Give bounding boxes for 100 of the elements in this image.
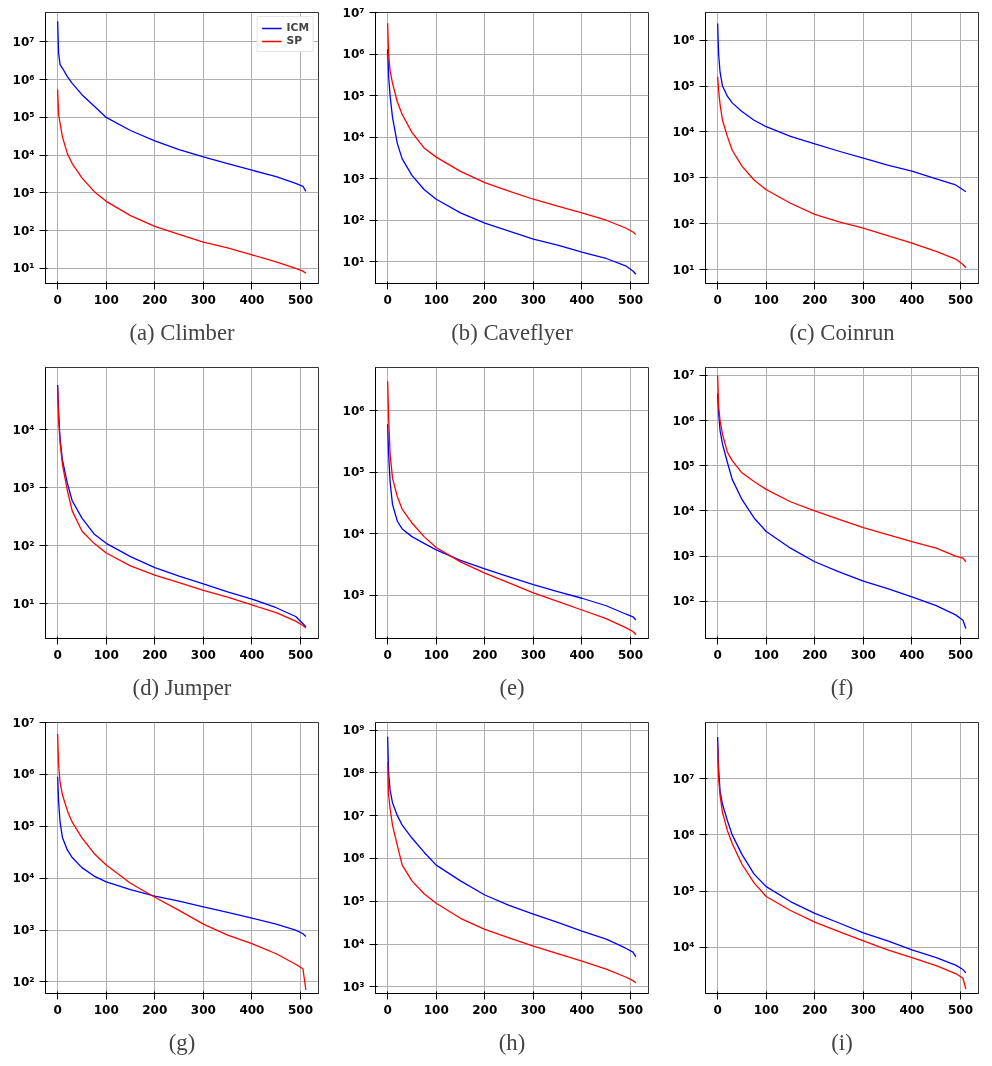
y-tick-label: 10¹ [672, 262, 695, 277]
y-tick-label: 10⁴ [672, 124, 695, 139]
x-tick-label: 0 [383, 647, 392, 662]
y-tick-label: 10⁷ [12, 715, 35, 730]
x-tick-label: 500 [288, 647, 314, 662]
text: (e) [499, 674, 525, 700]
y-tick-label: 10³ [672, 170, 695, 185]
y-tick-label: 10¹ [12, 261, 35, 276]
x-tick-label: 200 [142, 292, 168, 307]
x-tick-label: 0 [53, 1002, 62, 1017]
y-tick-label: 10⁷ [342, 5, 365, 20]
x-tick-label: 200 [802, 292, 828, 307]
y-tick-label: 10³ [12, 185, 35, 200]
y-tick-label: 10⁶ [12, 72, 35, 87]
x-tick-label: 300 [190, 647, 216, 662]
x-tick-label: 500 [618, 647, 644, 662]
y-tick-label: 10⁴ [342, 526, 365, 541]
y-tick-label: 10⁵ [672, 884, 695, 899]
x-tick-label: 400 [239, 292, 265, 307]
x-tick-label: 0 [713, 292, 722, 307]
text: (a) Climber [129, 319, 235, 345]
y-tick-label: 10⁴ [672, 503, 695, 518]
x-tick-label: 200 [472, 647, 498, 662]
x-tick-label: 500 [288, 1002, 314, 1017]
x-tick-label: 500 [948, 1002, 974, 1017]
x-tick-label: 100 [423, 647, 449, 662]
x-tick-label: 200 [472, 1002, 498, 1017]
x-tick-label: 400 [899, 292, 925, 307]
y-tick-label: 10⁶ [342, 851, 365, 866]
y-tick-label: 10³ [342, 171, 365, 186]
text: (g) [168, 1029, 196, 1055]
y-tick-label: 10⁴ [12, 871, 35, 886]
x-tick-label: 0 [713, 1002, 722, 1017]
x-tick-label: 0 [53, 647, 62, 662]
x-tick-label: 400 [569, 292, 595, 307]
x-tick-label: 400 [239, 1002, 265, 1017]
y-tick-label: 10⁵ [672, 458, 695, 473]
x-tick-label: 100 [753, 1002, 779, 1017]
text: (d) Jumper [132, 674, 232, 700]
y-tick-label: 10⁷ [12, 34, 35, 49]
x-tick-label: 0 [53, 292, 62, 307]
y-tick-label: 10³ [342, 979, 365, 994]
y-tick-label: 10⁵ [12, 819, 35, 834]
y-tick-label: 10⁵ [672, 79, 695, 94]
legend-label: SP [286, 34, 304, 47]
x-tick-label: 500 [948, 647, 974, 662]
y-tick-label: 10⁶ [342, 403, 365, 418]
x-tick-label: 500 [948, 292, 974, 307]
x-tick-label: 500 [618, 292, 644, 307]
x-tick-label: 0 [383, 292, 392, 307]
y-tick-label: 10⁴ [12, 422, 35, 437]
y-tick-label: 10³ [672, 549, 695, 564]
x-tick-label: 300 [520, 292, 546, 307]
y-tick-label: 10⁸ [342, 765, 365, 780]
x-tick-label: 200 [142, 647, 168, 662]
x-tick-label: 300 [520, 1002, 546, 1017]
y-tick-label: 10⁶ [672, 33, 695, 48]
x-tick-label: 100 [93, 647, 119, 662]
y-tick-label: 10⁴ [342, 937, 365, 952]
x-tick-label: 0 [383, 1002, 392, 1017]
y-tick-label: 10² [12, 974, 35, 989]
y-tick-label: 10⁷ [672, 771, 695, 786]
y-tick-label: 10² [12, 223, 35, 238]
y-tick-label: 10² [672, 594, 695, 609]
y-tick-label: 10⁶ [672, 827, 695, 842]
y-tick-label: 10⁵ [342, 465, 365, 480]
y-tick-label: 10⁶ [672, 413, 695, 428]
x-tick-label: 500 [618, 1002, 644, 1017]
x-tick-label: 400 [569, 1002, 595, 1017]
text: (b) Caveflyer [451, 319, 574, 345]
y-tick-label: 10³ [12, 923, 35, 938]
y-tick-label: 10⁷ [342, 808, 365, 823]
y-tick-label: 10⁷ [672, 368, 695, 383]
y-tick-label: 10² [672, 216, 695, 231]
y-tick-label: 10⁶ [12, 767, 35, 782]
y-tick-label: 10⁵ [12, 110, 35, 125]
text: (h) [498, 1029, 526, 1055]
x-tick-label: 200 [142, 1002, 168, 1017]
y-tick-label: 10⁴ [342, 130, 365, 145]
y-tick-label: 10⁴ [672, 940, 695, 955]
y-tick-label: 10⁴ [12, 148, 35, 163]
text: (f) [830, 674, 854, 700]
y-tick-label: 10³ [12, 480, 35, 495]
legend-label: ICM [286, 21, 309, 34]
x-tick-label: 100 [423, 292, 449, 307]
y-tick-label: 10⁵ [342, 894, 365, 909]
y-tick-label: 10¹ [342, 254, 365, 269]
x-tick-label: 100 [93, 292, 119, 307]
x-tick-label: 200 [472, 292, 498, 307]
x-tick-label: 100 [93, 1002, 119, 1017]
text: (c) Coinrun [789, 319, 895, 345]
y-tick-label: 10⁵ [342, 88, 365, 103]
x-tick-label: 500 [288, 292, 314, 307]
x-tick-label: 300 [850, 1002, 876, 1017]
x-tick-label: 400 [899, 1002, 925, 1017]
x-tick-label: 100 [753, 292, 779, 307]
x-tick-label: 200 [802, 647, 828, 662]
x-tick-label: 300 [520, 647, 546, 662]
x-tick-label: 300 [190, 292, 216, 307]
y-tick-label: 10¹ [12, 596, 35, 611]
